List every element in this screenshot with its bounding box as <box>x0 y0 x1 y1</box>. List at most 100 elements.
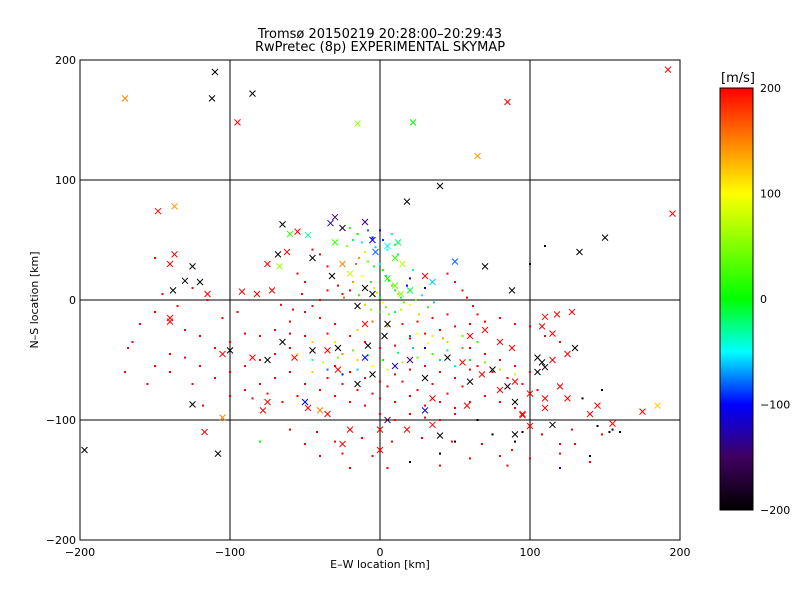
data-point-cross <box>339 260 346 268</box>
data-point-cross <box>466 378 474 385</box>
data-point-dot <box>334 341 336 343</box>
data-point-dot <box>391 440 393 443</box>
colorbar-tick-label: 100 <box>760 188 781 201</box>
data-point-dot <box>469 347 471 349</box>
data-point-cross <box>391 362 399 370</box>
data-point-cross <box>397 290 405 298</box>
data-point-dot <box>371 455 374 457</box>
data-point-dot <box>296 395 299 397</box>
data-point-dot <box>400 308 402 311</box>
data-point-cross <box>609 420 616 427</box>
data-point-dot <box>514 407 516 409</box>
data-point-cross <box>549 421 556 429</box>
data-point-dot <box>337 356 339 359</box>
data-point-dot <box>476 365 479 367</box>
y-tick-label: −100 <box>46 414 76 427</box>
data-point-dot <box>296 353 299 355</box>
data-point-dot <box>499 317 501 319</box>
data-point-dot <box>469 368 471 371</box>
data-point-cross <box>406 356 414 364</box>
data-point-dot <box>319 455 321 457</box>
data-point-dot <box>506 377 509 379</box>
data-point-dot <box>476 313 479 316</box>
data-point-cross <box>171 203 178 210</box>
data-point-dot <box>403 301 405 304</box>
data-point-cross <box>279 221 286 228</box>
data-point-dot <box>371 365 374 367</box>
data-point-dot <box>416 320 419 323</box>
data-point-dot <box>356 368 359 371</box>
data-point-dot <box>370 281 372 283</box>
data-point-dot <box>514 365 516 367</box>
data-point-dot <box>349 289 351 292</box>
data-point-dot <box>326 289 329 292</box>
data-point-cross <box>274 251 282 258</box>
data-point-cross <box>196 278 204 286</box>
data-point-cross <box>226 347 234 354</box>
data-point-cross <box>504 98 511 106</box>
data-point-dot <box>427 342 429 345</box>
data-point-dot <box>401 323 404 325</box>
data-point-cross <box>664 66 672 73</box>
data-point-dot <box>199 365 201 367</box>
data-point-dot <box>274 377 276 379</box>
data-point-cross <box>564 350 571 358</box>
data-point-dot <box>571 428 573 431</box>
data-point-dot <box>544 245 546 247</box>
data-point-dot <box>349 371 351 373</box>
data-point-dot <box>476 419 479 421</box>
data-point-cross <box>334 366 342 373</box>
data-point-dot <box>514 373 516 376</box>
data-point-cross <box>384 320 391 328</box>
data-point-dot <box>416 389 419 391</box>
data-point-cross <box>324 410 331 418</box>
data-point-dot <box>469 457 471 460</box>
data-point-dot <box>446 341 449 343</box>
data-point-dot <box>484 320 486 323</box>
data-point-dot <box>461 289 464 292</box>
data-point-dot <box>379 347 381 349</box>
data-point-dot <box>394 344 396 347</box>
chart-title-line2: RwPretec (8p) EXPERIMENTAL SKYMAP <box>255 40 505 55</box>
data-point-cross <box>541 395 549 402</box>
data-point-cross <box>309 254 316 262</box>
data-point-dot <box>409 335 411 337</box>
data-point-cross <box>556 383 564 390</box>
data-point-dot <box>424 404 426 407</box>
data-point-dot <box>469 359 471 361</box>
data-point-dot <box>361 275 363 277</box>
data-point-dot <box>334 440 336 443</box>
data-point-dot <box>439 359 441 361</box>
data-point-dot <box>386 248 389 251</box>
data-point-dot <box>431 383 434 385</box>
data-point-dot <box>154 257 156 259</box>
data-point-cross <box>451 258 459 265</box>
data-point-dot <box>461 347 464 349</box>
data-point-cross <box>249 90 256 97</box>
data-point-dot <box>341 373 344 376</box>
data-point-dot <box>386 385 389 388</box>
data-point-dot <box>341 293 344 295</box>
data-point-cross <box>331 213 339 221</box>
data-point-dot <box>394 419 396 421</box>
data-point-dot <box>589 461 591 463</box>
data-point-dot <box>506 464 509 467</box>
data-point-cross <box>409 119 417 126</box>
y-tick-label: 100 <box>55 174 76 187</box>
data-point-cross <box>372 248 379 256</box>
data-point-cross <box>436 432 444 439</box>
grid-lines <box>80 60 680 540</box>
data-point-dot <box>311 341 314 343</box>
data-point-cross <box>399 260 406 268</box>
data-point-dot <box>146 383 149 385</box>
data-point-dot <box>476 341 479 343</box>
data-point-dot <box>409 337 411 340</box>
data-point-cross <box>327 219 334 227</box>
data-point-cross <box>384 275 391 282</box>
data-point-cross <box>571 344 579 352</box>
data-point-dot <box>289 332 291 335</box>
data-point-dot <box>341 452 344 455</box>
data-point-dot <box>514 440 516 443</box>
data-point-cross <box>553 311 561 318</box>
